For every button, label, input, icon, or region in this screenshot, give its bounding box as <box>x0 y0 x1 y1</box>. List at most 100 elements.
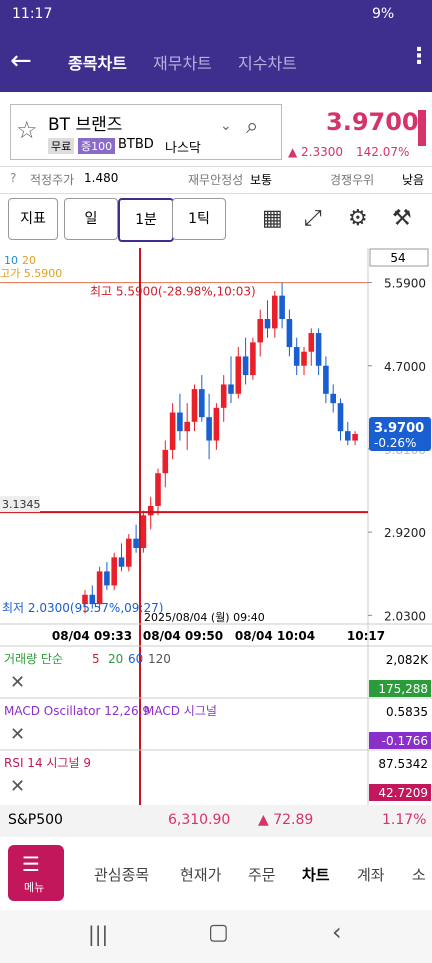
candle-body <box>118 557 125 567</box>
pane-max: 0.5835 <box>386 705 428 719</box>
volume-period: 120 <box>148 652 171 666</box>
pane-close: ✕ <box>10 776 25 797</box>
candle-body <box>206 417 212 441</box>
system-nav <box>0 910 432 963</box>
info-value: 낮음 <box>402 173 425 187</box>
candle-body <box>242 356 249 376</box>
nav-item[interactable]: 계좌 <box>357 866 385 884</box>
legend: 10 <box>4 254 18 267</box>
info-label: 경쟁우위 <box>330 173 375 187</box>
settings-icon[interactable]: ⚙ <box>348 206 368 231</box>
pane-title: RSI 14 시그널 9 <box>4 756 91 770</box>
pane-last-box <box>369 732 431 749</box>
candle-body <box>155 473 161 506</box>
min-annotation: 최저 2.0300(95.57%,09:27) <box>2 601 163 615</box>
pane-title: 거래량 단순 <box>4 652 63 666</box>
nav-item[interactable]: 관심종목 <box>94 866 150 884</box>
exchange: 나스닥 <box>165 141 201 156</box>
candle-body <box>89 594 96 605</box>
candle-body <box>323 365 329 394</box>
tab[interactable]: 종목차트 <box>68 54 127 73</box>
candle-body <box>308 333 315 352</box>
change: ▲ 2.3300 <box>288 145 344 159</box>
volume-period: 5 <box>92 652 100 666</box>
app-header <box>0 0 432 92</box>
status-time: 11:17 <box>12 6 53 22</box>
tool-button[interactable]: 1틱 <box>172 198 226 240</box>
layout-icon[interactable]: ▦ <box>262 206 283 231</box>
y-tick-label: 5.5900 <box>384 277 426 291</box>
tool-button[interactable]: 1분 <box>118 198 174 242</box>
last-price: 3.9700 <box>374 421 424 436</box>
pane-last: 175,288 <box>378 682 428 696</box>
expand-icon[interactable]: ⤢ <box>304 206 322 231</box>
tab[interactable]: 지수차트 <box>238 54 297 73</box>
crosshair-box <box>0 496 40 513</box>
candle-body <box>250 342 256 376</box>
y-tick-label: 4.7000 <box>384 360 426 374</box>
candle-body <box>257 319 263 343</box>
price-bar <box>418 110 426 146</box>
candle-body <box>352 433 358 441</box>
back-button[interactable]: ← <box>10 46 32 76</box>
candle-body <box>345 431 351 441</box>
pane-last-box <box>369 784 431 801</box>
candle-body <box>337 403 344 432</box>
x-tick-label: 08/04 10:04 <box>235 629 315 643</box>
info-row <box>0 166 432 194</box>
info-value: 보통 <box>250 173 273 187</box>
change-pct: 142.07% <box>356 145 410 159</box>
search[interactable]: ⌕ <box>246 114 259 139</box>
dropdown[interactable]: ⌄ <box>220 118 232 134</box>
tool-button[interactable]: 일 <box>64 198 118 240</box>
candle-body <box>228 384 234 394</box>
nav-item[interactable]: 차트 <box>302 866 330 884</box>
candle-body <box>169 412 176 450</box>
candle-body <box>111 557 117 586</box>
recent-apps[interactable]: ||| <box>88 922 109 946</box>
stock-box[interactable] <box>10 104 282 160</box>
candle-body <box>279 295 285 320</box>
y-tick-label: 2.9200 <box>384 526 426 540</box>
nav-item[interactable]: 주문 <box>248 866 276 884</box>
menu-button[interactable] <box>8 845 64 901</box>
candle-body <box>315 333 322 366</box>
count: 54 <box>390 251 405 265</box>
home[interactable]: ▢ <box>208 920 229 945</box>
index-pct: 1.17% <box>382 812 427 828</box>
candle-body <box>177 412 183 432</box>
more-menu[interactable]: ⋮ <box>408 44 430 69</box>
tools-icon[interactable]: ⚒ <box>392 206 412 231</box>
candle-body <box>162 449 169 474</box>
x-tick-label: 10:17 <box>347 629 385 643</box>
candle-body <box>104 571 110 586</box>
candle-body <box>96 571 103 605</box>
index-value: 6,310.90 <box>168 812 231 828</box>
candle-body <box>293 347 300 366</box>
favorite-star[interactable]: ☆ <box>16 116 38 144</box>
nav-item[interactable]: 현재가 <box>180 866 222 884</box>
candle-body <box>301 351 307 366</box>
macd-signal: MACD 시그널 <box>144 704 217 718</box>
last-price-box <box>369 417 431 451</box>
pane-close: ✕ <box>10 724 25 745</box>
legend: 20 <box>22 254 36 267</box>
candle-body <box>147 505 154 516</box>
back[interactable]: ‹ <box>332 918 342 946</box>
candle-body <box>264 319 271 329</box>
tab[interactable]: 재무차트 <box>153 54 212 73</box>
candle-body <box>199 389 205 418</box>
info-label: 재무안정성 <box>188 173 244 187</box>
candle-body <box>82 594 88 605</box>
candle-body <box>286 319 293 348</box>
candle-body <box>191 389 198 422</box>
nav-item[interactable]: 소 <box>412 866 426 884</box>
y-tick-label: 2.0300 <box>384 609 426 623</box>
pane-max: 87.5342 <box>378 757 428 771</box>
crosshair-time: 2025/08/04 (월) 09:40 <box>144 611 265 624</box>
index-row <box>0 805 432 837</box>
pane-title: MACD Oscillator 12,26,9 <box>4 704 150 718</box>
tool-button[interactable]: 지표 <box>8 198 58 240</box>
candle-body <box>184 421 190 432</box>
